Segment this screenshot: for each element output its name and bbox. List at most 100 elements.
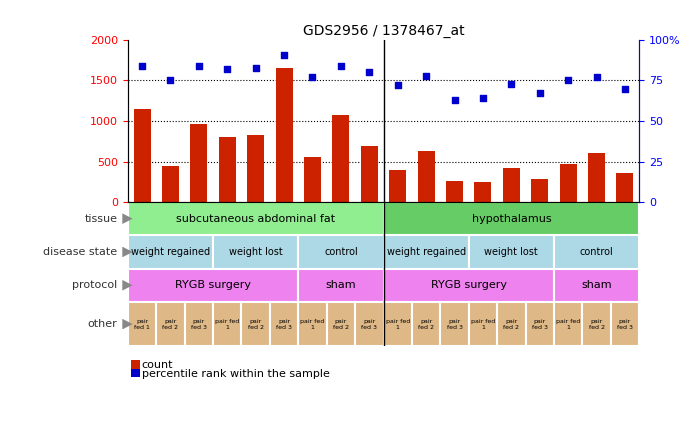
- Point: [307, 74, 318, 81]
- Text: tissue: tissue: [84, 214, 117, 224]
- Point: [222, 66, 233, 73]
- Point: [591, 74, 602, 81]
- Text: sham: sham: [581, 280, 612, 290]
- Bar: [184, 302, 213, 346]
- Point: [506, 80, 517, 87]
- Text: weight lost: weight lost: [229, 247, 283, 257]
- Polygon shape: [122, 213, 133, 224]
- Bar: [247, 135, 264, 202]
- Bar: [213, 235, 299, 269]
- Bar: [412, 302, 440, 346]
- Bar: [446, 181, 463, 202]
- Point: [363, 69, 375, 76]
- Bar: [475, 182, 491, 202]
- Bar: [616, 173, 634, 202]
- Bar: [241, 302, 270, 346]
- Title: GDS2956 / 1378467_at: GDS2956 / 1378467_at: [303, 24, 464, 38]
- Bar: [468, 302, 497, 346]
- Text: pair
fed 3: pair fed 3: [191, 319, 207, 329]
- Text: pair
fed 3: pair fed 3: [617, 319, 633, 329]
- Text: pair fed
1: pair fed 1: [471, 319, 495, 329]
- Bar: [560, 164, 577, 202]
- Bar: [583, 302, 611, 346]
- Text: pair
fed 2: pair fed 2: [247, 319, 264, 329]
- Bar: [327, 302, 355, 346]
- Bar: [299, 302, 327, 346]
- Text: pair
fed 3: pair fed 3: [446, 319, 462, 329]
- Bar: [355, 302, 384, 346]
- Bar: [384, 202, 639, 235]
- Text: pair
fed 3: pair fed 3: [276, 319, 292, 329]
- Bar: [468, 235, 554, 269]
- Text: weight lost: weight lost: [484, 247, 538, 257]
- Bar: [384, 269, 554, 302]
- Bar: [440, 302, 468, 346]
- Point: [562, 77, 574, 84]
- Point: [392, 82, 404, 89]
- Bar: [361, 146, 378, 202]
- Bar: [128, 302, 156, 346]
- Text: RYGB surgery: RYGB surgery: [430, 280, 507, 290]
- Bar: [276, 68, 292, 202]
- Text: pair
fed 2: pair fed 2: [333, 319, 349, 329]
- Text: control: control: [324, 247, 358, 257]
- Point: [250, 64, 261, 71]
- Point: [534, 90, 545, 97]
- Bar: [332, 115, 350, 202]
- Bar: [128, 269, 299, 302]
- Bar: [270, 302, 299, 346]
- Text: sham: sham: [325, 280, 356, 290]
- Bar: [190, 124, 207, 202]
- Bar: [531, 179, 548, 202]
- Bar: [554, 302, 583, 346]
- Text: hypothalamus: hypothalamus: [471, 214, 551, 224]
- Bar: [588, 154, 605, 202]
- Bar: [384, 235, 468, 269]
- Text: pair fed
1: pair fed 1: [215, 319, 239, 329]
- Bar: [133, 109, 151, 202]
- Bar: [156, 302, 184, 346]
- Point: [619, 85, 630, 92]
- Text: protocol: protocol: [73, 280, 117, 290]
- Bar: [554, 269, 639, 302]
- Text: pair
fed 2: pair fed 2: [418, 319, 434, 329]
- Bar: [128, 235, 213, 269]
- Text: pair
fed 2: pair fed 2: [589, 319, 605, 329]
- Bar: [219, 137, 236, 202]
- Polygon shape: [122, 319, 133, 329]
- Text: pair
fed 2: pair fed 2: [162, 319, 178, 329]
- Bar: [503, 168, 520, 202]
- Bar: [213, 302, 241, 346]
- Bar: [299, 235, 384, 269]
- Polygon shape: [122, 247, 133, 258]
- Bar: [384, 302, 412, 346]
- Text: RYGB surgery: RYGB surgery: [175, 280, 251, 290]
- Bar: [526, 302, 554, 346]
- Point: [335, 62, 346, 69]
- Bar: [299, 269, 384, 302]
- Point: [449, 96, 460, 103]
- Bar: [389, 170, 406, 202]
- Point: [165, 77, 176, 84]
- Point: [278, 51, 290, 58]
- Text: weight regained: weight regained: [131, 247, 210, 257]
- Bar: [497, 302, 526, 346]
- Text: pair
fed 1: pair fed 1: [134, 319, 150, 329]
- Text: count: count: [142, 360, 173, 370]
- Text: other: other: [88, 319, 117, 329]
- Point: [421, 72, 432, 79]
- Bar: [304, 158, 321, 202]
- Text: subcutaneous abdominal fat: subcutaneous abdominal fat: [176, 214, 335, 224]
- Text: pair fed
1: pair fed 1: [301, 319, 325, 329]
- Bar: [417, 151, 435, 202]
- Point: [137, 62, 148, 69]
- Text: pair fed
1: pair fed 1: [386, 319, 410, 329]
- Point: [477, 95, 489, 102]
- Polygon shape: [122, 280, 133, 290]
- Bar: [554, 235, 639, 269]
- Text: pair
fed 3: pair fed 3: [532, 319, 548, 329]
- Point: [193, 62, 205, 69]
- Text: control: control: [580, 247, 614, 257]
- Text: disease state: disease state: [44, 247, 117, 257]
- Text: pair
fed 3: pair fed 3: [361, 319, 377, 329]
